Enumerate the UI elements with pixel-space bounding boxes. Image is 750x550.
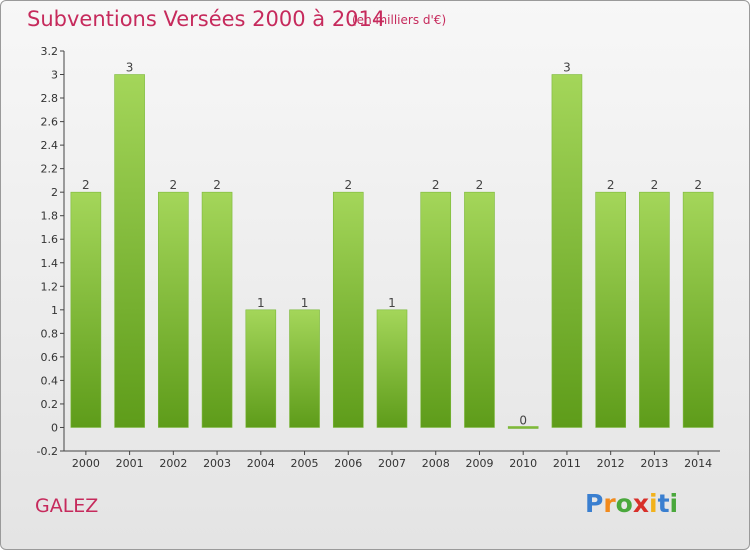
x-tick-label: 2003 bbox=[203, 457, 231, 470]
y-tick-label: 2.6 bbox=[41, 116, 59, 129]
x-tick-label: 2013 bbox=[640, 457, 668, 470]
data-label: 2 bbox=[213, 178, 221, 192]
bar-2005 bbox=[289, 309, 320, 428]
chart-bars bbox=[70, 74, 714, 429]
x-tick-label: 2006 bbox=[334, 457, 362, 470]
y-tick-label: 1.4 bbox=[41, 257, 59, 270]
y-tick-label: 1 bbox=[51, 304, 58, 317]
data-label: 2 bbox=[607, 178, 615, 192]
y-tick-label: 3.2 bbox=[41, 45, 59, 58]
x-tick-label: 2000 bbox=[72, 457, 100, 470]
data-label: 1 bbox=[388, 296, 396, 310]
bar-2001 bbox=[114, 74, 145, 428]
y-tick-label: 3 bbox=[51, 69, 58, 82]
commune-name: GALEZ bbox=[35, 495, 99, 517]
bar-2011 bbox=[551, 74, 583, 428]
y-tick-label: 1.6 bbox=[41, 233, 59, 246]
x-tick-label: 2001 bbox=[116, 457, 144, 470]
x-tick-label: 2009 bbox=[465, 457, 493, 470]
chart-axes: -0.2 0 0.2 0.4 0.6 0.8 1 1.2 1.4 1.6 1.8 2 2.2 2.4 2.6… bbox=[37, 45, 720, 458]
y-tick-label: 2.4 bbox=[41, 139, 59, 152]
chart-title: Subventions Versées 2000 à 2014 bbox=[27, 7, 386, 31]
x-tick-label: 2005 bbox=[291, 457, 319, 470]
x-tick-label: 2008 bbox=[422, 457, 450, 470]
data-label: 2 bbox=[651, 178, 659, 192]
y-tick-label: 1.2 bbox=[41, 280, 59, 293]
y-tick-label: 0 bbox=[51, 421, 58, 434]
logo-letter: o bbox=[615, 489, 633, 518]
bar-2012 bbox=[595, 191, 626, 428]
x-tick-label: 2011 bbox=[553, 457, 581, 470]
proxiti-logo: Proxiti bbox=[585, 489, 678, 518]
y-tick-label: 0.8 bbox=[41, 327, 59, 340]
logo-letter: t bbox=[657, 489, 670, 518]
data-label: 2 bbox=[344, 178, 352, 192]
logo-letter: x bbox=[632, 489, 649, 518]
y-tick-label: 2 bbox=[51, 186, 58, 199]
x-tick-label: 2010 bbox=[509, 457, 537, 470]
x-tick-label: 2014 bbox=[684, 457, 712, 470]
x-tick-label: 2012 bbox=[597, 457, 625, 470]
x-tick-label: 2007 bbox=[378, 457, 406, 470]
bar-2006 bbox=[332, 191, 364, 428]
bar-2002 bbox=[158, 191, 189, 428]
logo-letter: i bbox=[649, 489, 658, 518]
logo-letter: i bbox=[669, 489, 679, 518]
data-label: 1 bbox=[257, 296, 265, 310]
y-tick-label: 2.8 bbox=[41, 92, 59, 105]
bar-2009 bbox=[464, 191, 495, 428]
bar-2014 bbox=[682, 191, 714, 428]
data-label: 1 bbox=[301, 296, 309, 310]
logo-letter: P bbox=[585, 489, 604, 518]
data-label: 3 bbox=[126, 61, 134, 75]
logo-letter: r bbox=[603, 489, 616, 518]
data-label: 0 bbox=[519, 413, 527, 427]
data-label: 2 bbox=[82, 178, 90, 192]
chart-unit: (en milliers d'€) bbox=[352, 13, 447, 27]
bar-2013 bbox=[639, 191, 670, 428]
x-tick-label: 2004 bbox=[247, 457, 275, 470]
bar-2000 bbox=[70, 191, 102, 428]
chart-labels: 2000 2 2001 3 2002 2 2003 2 2004 1 2005 1 2006 2 2007 1… bbox=[72, 61, 712, 470]
bar-2004 bbox=[245, 309, 277, 428]
bar-2010 bbox=[507, 426, 539, 429]
y-tick-label: 0.4 bbox=[41, 374, 59, 387]
x-tick-label: 2002 bbox=[159, 457, 187, 470]
y-tick-label: 2.2 bbox=[41, 163, 59, 176]
y-tick-label: -0.2 bbox=[37, 445, 58, 458]
data-label: 3 bbox=[563, 61, 571, 75]
data-label: 2 bbox=[170, 178, 178, 192]
data-label: 2 bbox=[432, 178, 440, 192]
data-label: 2 bbox=[476, 178, 484, 192]
y-tick-label: 0.2 bbox=[41, 398, 59, 411]
bar-2003 bbox=[201, 191, 233, 428]
bar-2008 bbox=[420, 191, 452, 428]
y-tick-label: 1.8 bbox=[41, 210, 59, 223]
data-label: 2 bbox=[694, 178, 702, 192]
y-tick-label: 0.6 bbox=[41, 351, 59, 364]
bar-2007 bbox=[376, 309, 408, 428]
